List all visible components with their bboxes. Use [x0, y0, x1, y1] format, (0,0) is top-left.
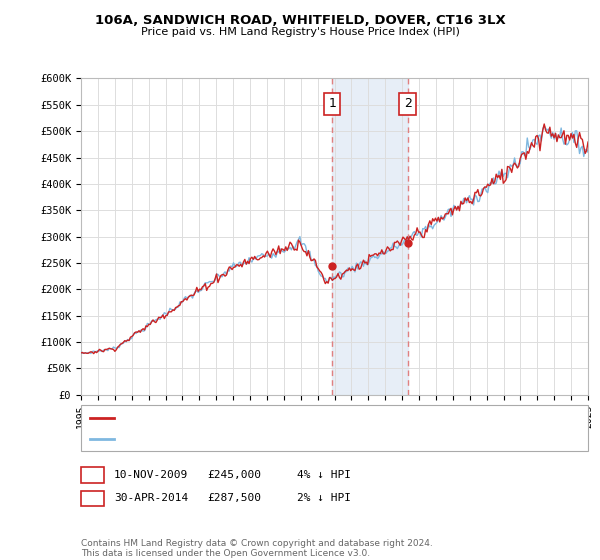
Text: 106A, SANDWICH ROAD, WHITFIELD, DOVER, CT16 3LX: 106A, SANDWICH ROAD, WHITFIELD, DOVER, C… [95, 14, 505, 27]
Text: £245,000: £245,000 [207, 470, 261, 480]
Text: HPI: Average price, detached house, Dover: HPI: Average price, detached house, Dove… [118, 435, 374, 444]
Text: 1: 1 [89, 470, 96, 480]
Text: £287,500: £287,500 [207, 493, 261, 503]
Text: 30-APR-2014: 30-APR-2014 [114, 493, 188, 503]
Bar [332, 78, 407, 395]
Text: 106A, SANDWICH ROAD, WHITFIELD, DOVER, CT16 3LX (detached house): 106A, SANDWICH ROAD, WHITFIELD, DOVER, C… [118, 413, 518, 423]
Text: 2% ↓ HPI: 2% ↓ HPI [297, 493, 351, 503]
Text: 2: 2 [89, 493, 96, 503]
Text: Price paid vs. HM Land Registry's House Price Index (HPI): Price paid vs. HM Land Registry's House … [140, 27, 460, 37]
Text: 2: 2 [404, 97, 412, 110]
Text: 10-NOV-2009: 10-NOV-2009 [114, 470, 188, 480]
Text: Contains HM Land Registry data © Crown copyright and database right 2024.
This d: Contains HM Land Registry data © Crown c… [81, 539, 433, 558]
Text: 4% ↓ HPI: 4% ↓ HPI [297, 470, 351, 480]
Text: 1: 1 [328, 97, 336, 110]
